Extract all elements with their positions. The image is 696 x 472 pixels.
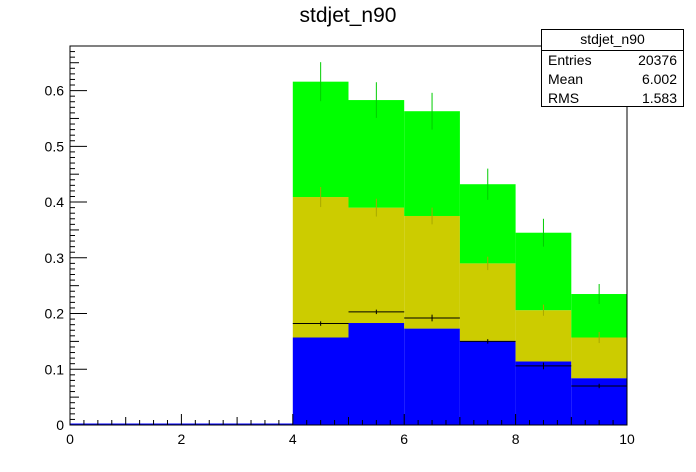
y-tick-label: 0.3 xyxy=(45,250,65,266)
stats-row-entries: Entries 20376 xyxy=(542,51,683,70)
bar-s1-bin2 xyxy=(404,215,460,329)
bar-s2-bin1 xyxy=(348,100,405,208)
bar-s1-bin4 xyxy=(515,310,572,362)
x-tick-label: 10 xyxy=(619,431,635,447)
bar-s1-bin1 xyxy=(348,207,405,324)
stats-label-mean: Mean xyxy=(548,71,584,87)
bar-s1-bin5 xyxy=(571,337,627,379)
y-tick-label: 0.2 xyxy=(45,306,65,322)
stats-row-mean: Mean 6.002 xyxy=(542,70,683,89)
bar-s0-bin3 xyxy=(459,340,516,425)
bar-s0-bin4 xyxy=(515,361,572,425)
error-bars xyxy=(292,62,627,389)
y-tick-label: 0.6 xyxy=(45,83,65,99)
stats-label-rms: RMS xyxy=(548,90,580,106)
stats-box: stdjet_n90 Entries 20376 Mean 6.002 RMS … xyxy=(541,29,684,107)
y-tick-label: 0.5 xyxy=(45,138,65,154)
stats-box-title: stdjet_n90 xyxy=(542,30,683,51)
bar-s0-bin1 xyxy=(348,323,405,425)
histogram-bars xyxy=(70,81,627,425)
stats-value-mean: 6.002 xyxy=(641,71,677,87)
tick-labels: 0 2 4 6 8 10 0 0.1 0.2 0.3 0.4 0.5 0.6 xyxy=(45,83,635,447)
axis-ticks xyxy=(69,45,628,426)
bar-s1-bin0 xyxy=(292,197,349,338)
bar-s0-bin2 xyxy=(404,328,460,425)
x-tick-label: 2 xyxy=(178,431,186,447)
y-tick-label: 0 xyxy=(56,417,64,433)
x-tick-label: 6 xyxy=(400,431,408,447)
stats-value-entries: 20376 xyxy=(638,52,677,68)
chart-title: stdjet_n90 xyxy=(299,4,397,27)
bar-s0-bin0 xyxy=(292,337,349,425)
x-tick-label: 8 xyxy=(512,431,520,447)
bar-s1-bin3 xyxy=(459,263,516,341)
x-tick-label: 0 xyxy=(66,431,74,447)
stats-row-rms: RMS 1.583 xyxy=(542,89,683,108)
stats-label-entries: Entries xyxy=(548,52,592,68)
x-tick-label: 4 xyxy=(289,431,297,447)
y-tick-label: 0.1 xyxy=(45,361,65,377)
stats-value-rms: 1.583 xyxy=(641,90,677,106)
y-tick-label: 0.4 xyxy=(45,194,65,210)
